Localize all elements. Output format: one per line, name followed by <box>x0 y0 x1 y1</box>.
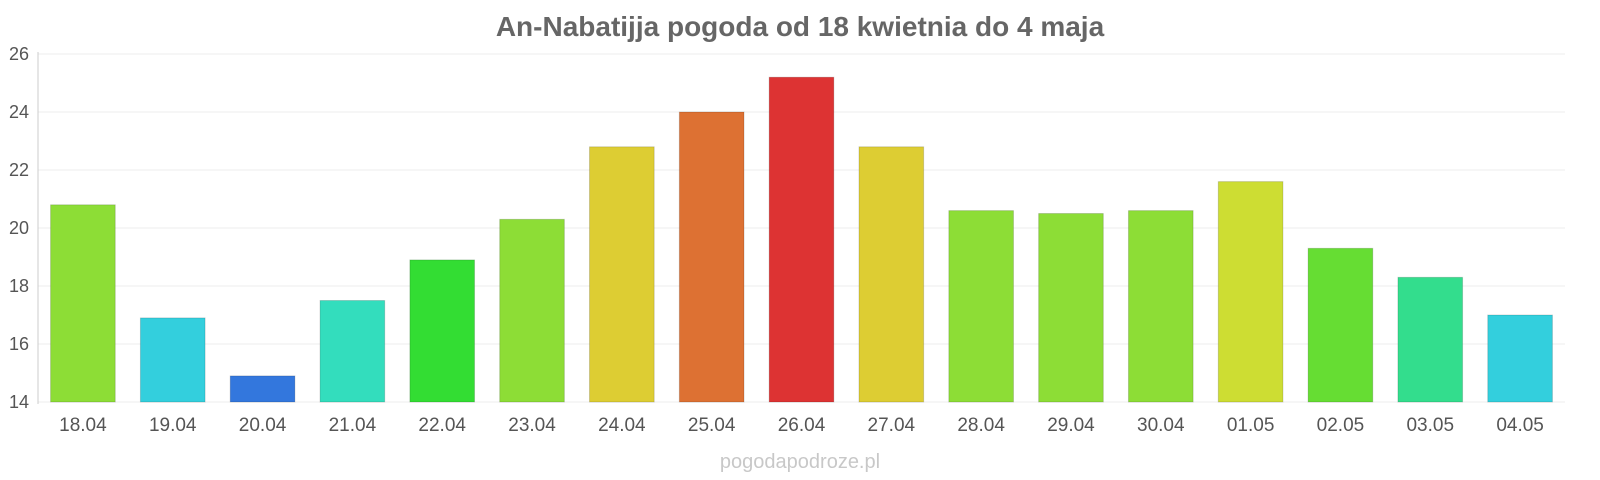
x-tick-label: 27.04 <box>868 415 916 436</box>
x-tick-label: 21.04 <box>329 415 377 436</box>
bar-19.04 <box>139 317 206 403</box>
bar-30.04 <box>1127 210 1194 403</box>
bar-21.04 <box>319 300 386 403</box>
x-tick-label: 23.04 <box>508 415 556 436</box>
y-tick-label: 22 <box>9 160 29 180</box>
x-tick-label: 20.04 <box>239 415 287 436</box>
bar-20.04 <box>229 375 296 403</box>
x-tick-label: 03.05 <box>1406 415 1454 436</box>
y-tick-label: 26 <box>9 44 29 64</box>
x-tick-label: 19.04 <box>149 415 197 436</box>
y-axis-ticks: 14 16 18 20 22 24 26 <box>9 44 29 412</box>
x-tick-label: 22.04 <box>418 415 466 436</box>
bar-27.04 <box>858 146 925 403</box>
bar-24.04 <box>589 146 655 403</box>
x-tick-label: 01.05 <box>1227 415 1275 436</box>
x-axis-ticks: 18.04 19.04 20.04 21.04 22.04 23.04 24.04 25.04… <box>59 415 1544 436</box>
bar-25.04 <box>678 111 745 403</box>
bar-03.05 <box>1397 276 1464 403</box>
bar-28.04 <box>948 210 1014 403</box>
bar-18.04 <box>50 204 116 403</box>
y-tick-label: 20 <box>9 218 29 238</box>
x-tick-label: 29.04 <box>1047 415 1095 436</box>
x-tick-label: 26.04 <box>778 415 826 436</box>
x-tick-label: 30.04 <box>1137 415 1185 436</box>
x-tick-label: 02.05 <box>1317 415 1365 436</box>
y-tick-label: 14 <box>9 392 29 412</box>
bar-23.04 <box>499 218 565 403</box>
bar-22.04 <box>409 259 476 403</box>
bar-01.05 <box>1217 181 1284 403</box>
bar-04.05 <box>1487 314 1553 403</box>
bar-26.04 <box>768 76 835 403</box>
x-tick-label: 04.05 <box>1496 415 1544 436</box>
y-tick-label: 18 <box>9 276 29 296</box>
x-tick-label: 25.04 <box>688 415 736 436</box>
x-tick-label: 24.04 <box>598 415 646 436</box>
watermark: pogodapodroze.pl <box>720 451 880 473</box>
bars <box>50 76 1553 403</box>
x-tick-label: 18.04 <box>59 415 107 436</box>
bar-02.05 <box>1307 247 1374 403</box>
bar-29.04 <box>1038 213 1104 403</box>
chart-title: An-Nabatijja pogoda od 18 kwietnia do 4 … <box>496 11 1105 42</box>
y-tick-label: 24 <box>9 102 29 122</box>
y-tick-label: 16 <box>9 334 29 354</box>
x-tick-label: 28.04 <box>957 415 1005 436</box>
